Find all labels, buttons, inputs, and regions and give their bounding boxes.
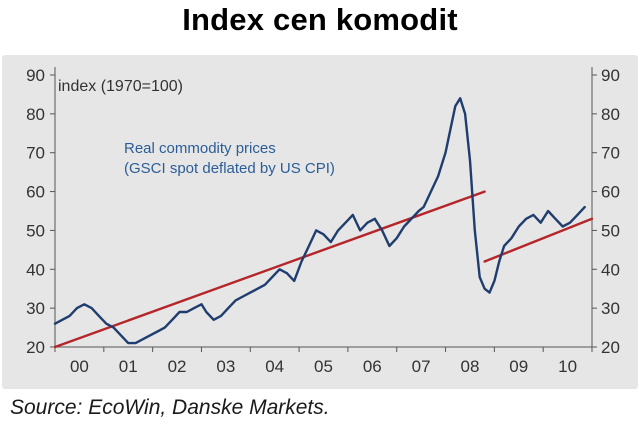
y-tick-label: 50: [601, 221, 620, 240]
y-tick-label: 60: [601, 183, 620, 202]
y-tick-label: 80: [26, 105, 45, 124]
y-tick-label: 30: [601, 299, 620, 318]
y-tick-labels-right: 20 30 40 50 60 70 80 90: [601, 66, 620, 357]
x-tick-label: 09: [509, 357, 528, 376]
y-tick-labels-left: 20 30 40 50 60 70 80 90: [26, 66, 45, 357]
x-tick-label: 02: [168, 357, 187, 376]
annotation-line-1: Real commodity prices: [124, 140, 276, 157]
y-tick-label: 80: [601, 105, 620, 124]
axes: [50, 67, 597, 352]
chart-panel: 20 30 40 50 60 70 80 90 20 30 40 50 60 70 80 90 00 01 02…: [2, 55, 638, 389]
page-title: Index cen komodit: [182, 2, 458, 37]
trend-lines: [53, 190, 594, 349]
y-tick-label: 40: [601, 260, 620, 279]
x-tick-label: 04: [265, 357, 284, 376]
y-tick-label: 20: [601, 338, 620, 357]
x-tick-label: 05: [314, 357, 333, 376]
x-tick-label: 06: [363, 357, 382, 376]
unit-label: index (1970=100): [58, 78, 183, 95]
line-chart: 20 30 40 50 60 70 80 90 20 30 40 50 60 70 80 90 00 01 02…: [26, 66, 620, 376]
series-line: [53, 97, 586, 345]
series-lines: [53, 97, 586, 345]
y-tick-label: 40: [26, 260, 45, 279]
x-tick-label: 00: [70, 357, 89, 376]
y-tick-label: 70: [26, 144, 45, 163]
y-tick-label: 70: [601, 144, 620, 163]
y-tick-label: 30: [26, 299, 45, 318]
x-tick-labels: 00 01 02 03 04 05 06 07 08 09 10: [70, 357, 577, 376]
x-tick-label: 08: [460, 357, 479, 376]
y-tick-label: 90: [601, 66, 620, 85]
x-tick-label: 07: [412, 357, 431, 376]
trend-line: [53, 190, 486, 349]
x-tick-label: 10: [558, 357, 577, 376]
y-tick-label: 20: [26, 338, 45, 357]
source-note: Source: EcoWin, Danske Markets.: [10, 396, 330, 419]
annotation-line-2: (GSCI spot deflated by US CPI): [124, 160, 335, 177]
y-tick-label: 60: [26, 183, 45, 202]
y-tick-label: 50: [26, 221, 45, 240]
y-tick-label: 90: [26, 66, 45, 85]
x-tick-label: 03: [216, 357, 235, 376]
x-tick-label: 01: [119, 357, 138, 376]
